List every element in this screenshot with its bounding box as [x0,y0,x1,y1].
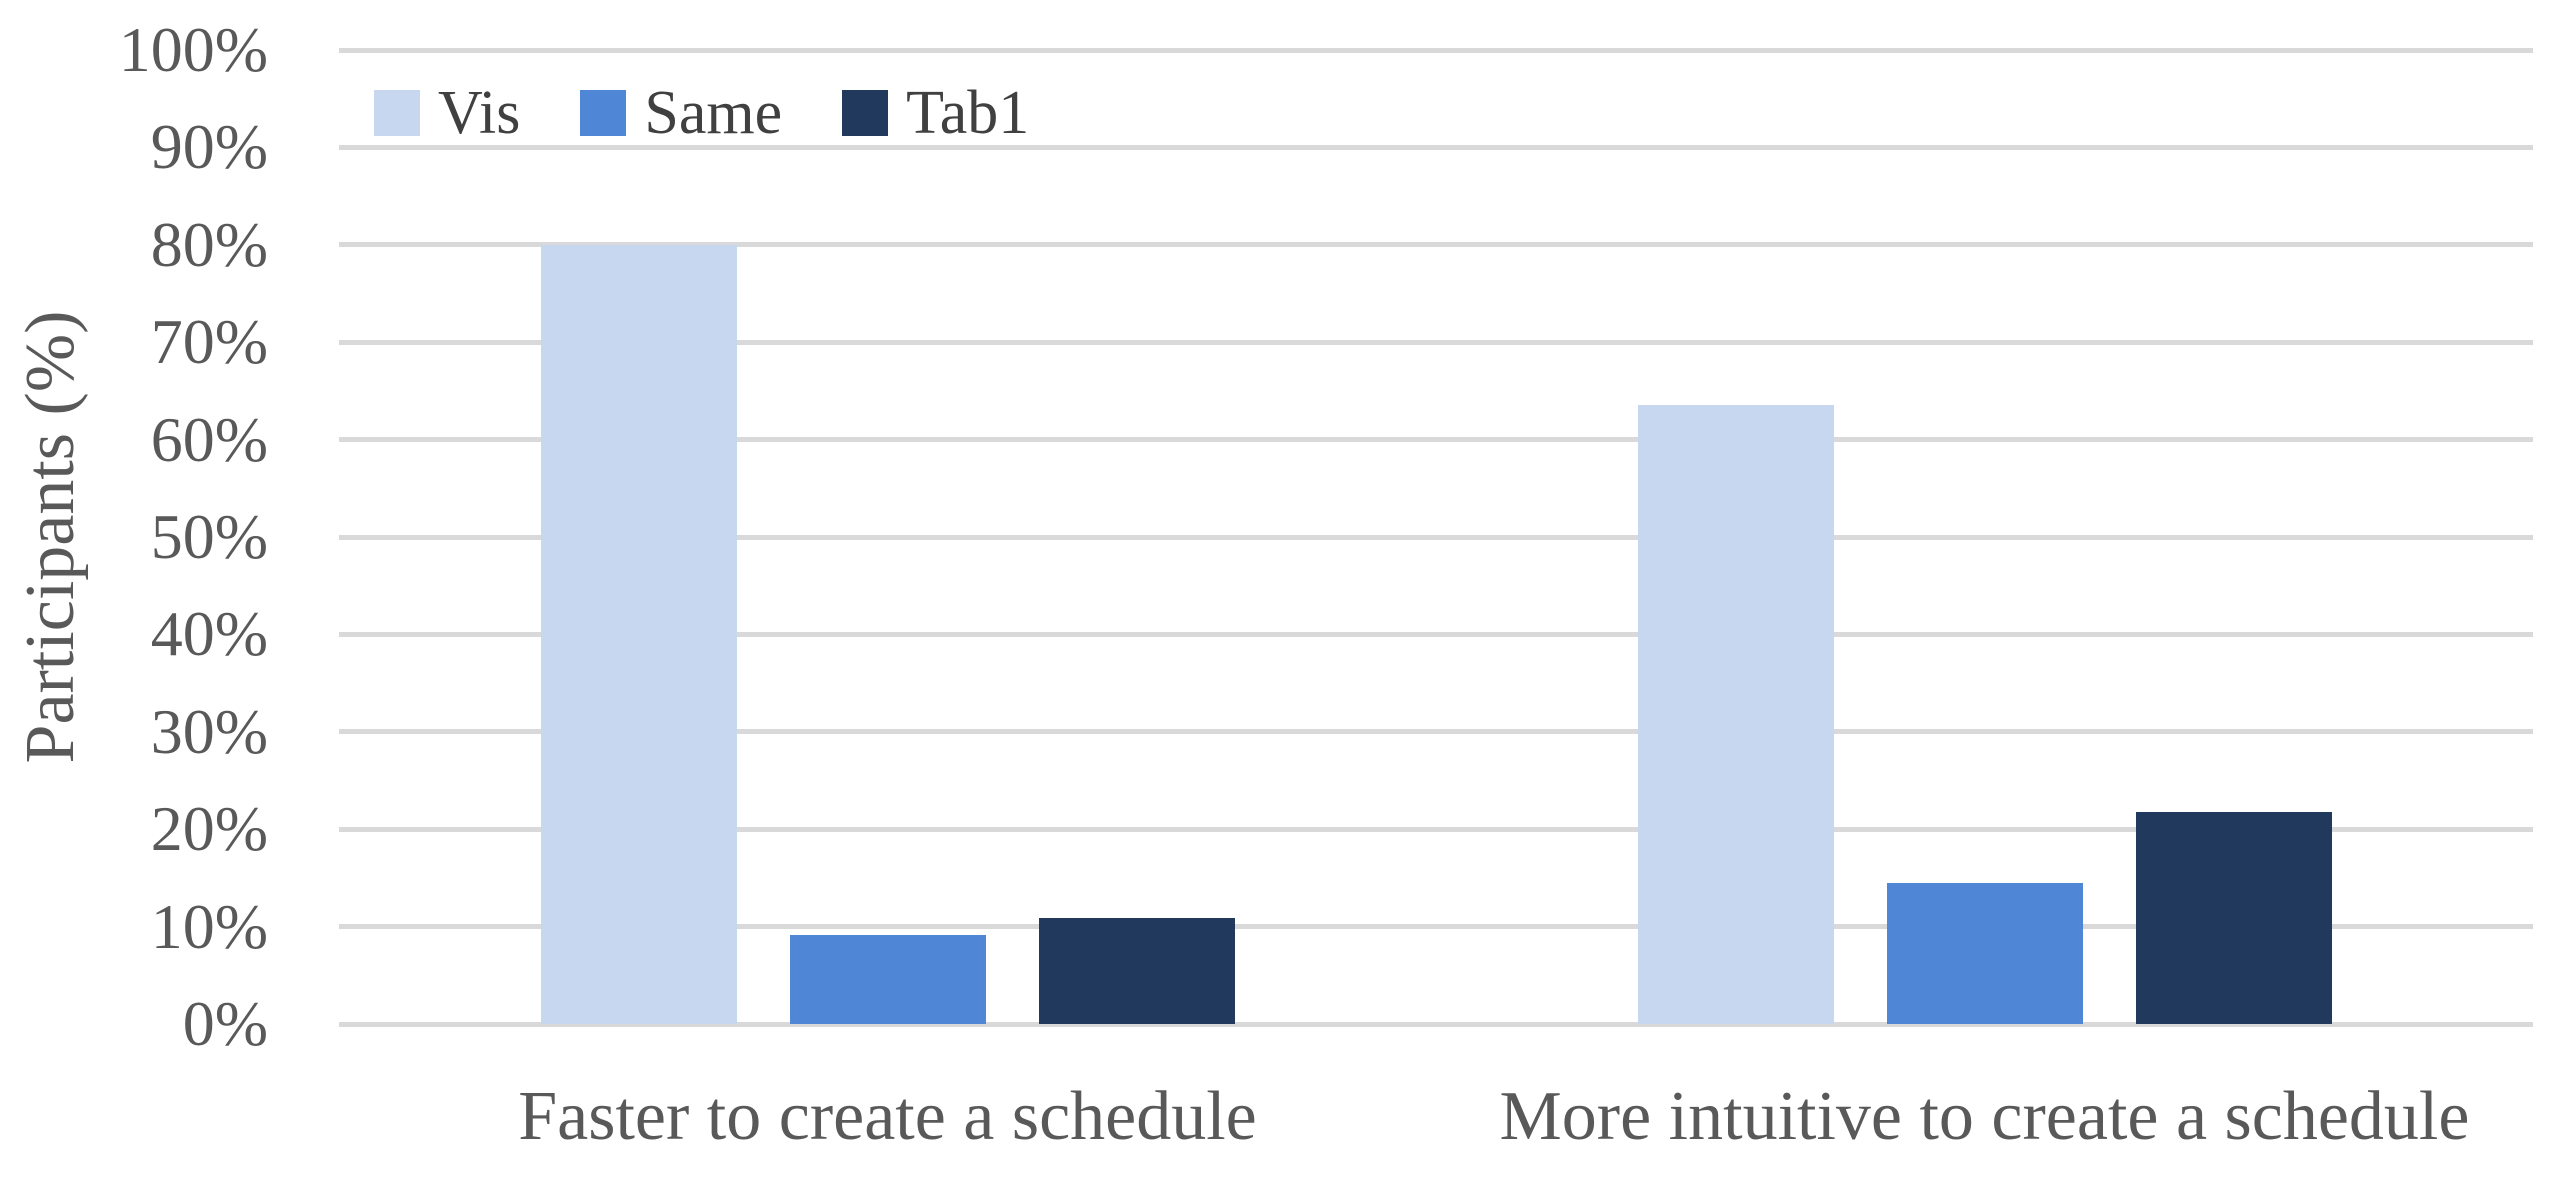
legend: Vis Same Tab1 [374,82,1029,144]
legend-swatch-icon [374,90,420,136]
y-tick-label-50%: 50% [150,501,268,572]
y-tick-label-60%: 60% [150,403,268,475]
gridline-40% [339,631,2533,637]
gridline-20% [339,826,2533,832]
gridline-100% [339,47,2533,53]
y-tick-label-70%: 70% [150,306,268,378]
gridline-0% [339,1021,2533,1027]
y-tick-label-40%: 40% [150,598,268,670]
y-tick-label-20%: 20% [150,793,268,865]
y-axis-tick-labels: 0% 10% 20% 30% 40% 50% 60% 70% 80% 90% 100% [0,18,268,1056]
bar-group-2 [1436,50,2533,1024]
y-tick-label-0%: 0% [182,988,268,1059]
legend-swatch-icon [842,90,889,136]
legend-label: Same [644,79,783,147]
legend-label: Tab1 [906,79,1030,147]
x-category-label-1: Faster to create a schedule [518,1078,1257,1155]
x-category-label-2: More intuitive to create a schedule [1499,1078,2470,1155]
bar-tab1-group2 [2135,811,2332,1024]
gridline-70% [339,339,2533,345]
bar-same-group2 [1886,882,2083,1024]
y-tick-label-100%: 100% [118,14,268,85]
gridline-60% [339,437,2533,443]
y-tick-label-30%: 30% [150,695,268,767]
x-axis-category-labels: Faster to create a schedule More intuitiv… [339,1082,2533,1152]
bar-same-group1 [789,935,986,1024]
legend-item-vis: Vis [374,82,520,144]
legend-item-tab1: Tab1 [842,82,1029,144]
gridlines [339,47,2533,1027]
gridline-50% [339,534,2533,540]
gridline-10% [339,924,2533,930]
y-tick-label-90%: 90% [150,111,268,183]
gridline-80% [339,242,2533,248]
plot-area: Vis Same Tab1 [339,47,2533,1027]
bar-vis-group1 [540,244,737,1024]
bar-group-1 [339,50,1436,1024]
bar-tab1-group1 [1038,917,1235,1024]
legend-label: Vis [438,79,521,147]
y-tick-label-80%: 80% [150,208,268,280]
bar-groups [339,50,2533,1024]
legend-swatch-icon [580,90,627,136]
legend-item-same: Same [580,82,782,144]
bar-vis-group2 [1637,404,1834,1024]
gridline-90% [339,144,2533,150]
y-tick-label-10%: 10% [150,890,268,962]
gridline-30% [339,729,2533,735]
